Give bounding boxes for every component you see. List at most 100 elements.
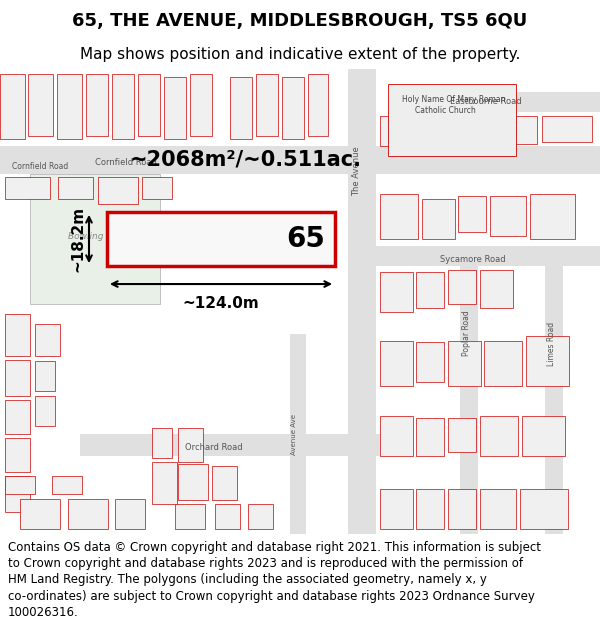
Bar — [526, 336, 569, 386]
Text: Cornfield Road: Cornfield Road — [95, 158, 157, 167]
Bar — [480, 489, 516, 529]
Bar — [152, 428, 172, 458]
Bar — [230, 77, 252, 139]
Bar — [256, 74, 278, 136]
Text: Map shows position and indicative extent of the property.: Map shows position and indicative extent… — [80, 46, 520, 61]
Bar — [190, 74, 212, 136]
Bar — [522, 416, 565, 456]
Bar — [5, 314, 30, 356]
Bar — [5, 177, 50, 199]
Text: Contains OS data © Crown copyright and database right 2021. This information is : Contains OS data © Crown copyright and d… — [8, 541, 541, 554]
Bar — [458, 118, 491, 140]
Text: 65, THE AVENUE, MIDDLESBROUGH, TS5 6QU: 65, THE AVENUE, MIDDLESBROUGH, TS5 6QU — [73, 12, 527, 30]
Bar — [448, 418, 476, 452]
Bar — [86, 74, 108, 136]
Bar — [115, 499, 145, 529]
Bar — [480, 416, 518, 456]
Bar — [542, 116, 592, 142]
Bar — [112, 74, 134, 139]
Text: The Avenue: The Avenue — [352, 146, 361, 196]
Bar — [152, 462, 177, 504]
Bar — [448, 341, 481, 386]
Bar — [460, 264, 478, 534]
Bar — [5, 476, 35, 494]
Bar — [545, 264, 563, 534]
Bar — [178, 464, 208, 501]
Bar — [380, 489, 413, 529]
Bar — [142, 177, 172, 199]
Text: ~2068m²/~0.511ac.: ~2068m²/~0.511ac. — [130, 150, 362, 170]
Bar — [380, 272, 413, 312]
Bar — [530, 194, 575, 239]
Text: to Crown copyright and database rights 2023 and is reproduced with the permissio: to Crown copyright and database rights 2… — [8, 557, 523, 570]
Bar — [422, 116, 455, 142]
Bar — [380, 194, 418, 239]
Bar — [380, 116, 418, 146]
Bar — [350, 246, 600, 266]
Bar — [290, 334, 306, 534]
Bar — [5, 400, 30, 434]
Bar — [448, 489, 476, 529]
Bar — [416, 272, 444, 308]
Bar — [175, 504, 205, 529]
Text: Holy Name Of Mary Roman: Holy Name Of Mary Roman — [402, 95, 505, 104]
Bar — [0, 74, 25, 139]
Bar — [380, 341, 413, 386]
Text: 100026316.: 100026316. — [8, 606, 79, 619]
Bar — [215, 504, 240, 529]
Bar — [138, 74, 160, 136]
Text: ~124.0m: ~124.0m — [182, 296, 259, 311]
Bar — [68, 499, 108, 529]
Bar — [458, 196, 486, 232]
Bar — [416, 418, 444, 456]
Bar — [212, 466, 237, 501]
Bar — [80, 434, 380, 456]
Bar — [28, 74, 53, 136]
Bar — [20, 499, 60, 529]
Bar — [422, 199, 455, 239]
Bar — [348, 69, 376, 534]
Bar — [420, 92, 600, 112]
Bar — [308, 74, 328, 136]
Bar — [416, 489, 444, 529]
Bar — [35, 396, 55, 426]
Bar — [416, 342, 444, 382]
Bar — [35, 361, 55, 391]
Bar — [282, 77, 304, 139]
Text: HM Land Registry. The polygons (including the associated geometry, namely x, y: HM Land Registry. The polygons (includin… — [8, 573, 487, 586]
Bar — [30, 174, 160, 304]
Bar — [58, 177, 93, 199]
Text: 65: 65 — [286, 225, 325, 253]
Text: Orchard Road: Orchard Road — [185, 443, 242, 452]
Bar — [164, 77, 186, 139]
Bar — [52, 476, 82, 494]
Bar — [0, 146, 600, 174]
Text: Sycamore Road: Sycamore Road — [440, 255, 506, 264]
Bar — [5, 360, 30, 396]
Bar — [35, 324, 60, 356]
Text: Avenue Ave: Avenue Ave — [291, 414, 297, 455]
Text: Cornfield Road: Cornfield Road — [12, 162, 68, 171]
Bar — [5, 438, 30, 472]
Bar — [494, 116, 537, 144]
Bar — [98, 177, 138, 204]
Bar — [388, 84, 516, 156]
Bar — [57, 74, 82, 139]
Bar — [448, 270, 476, 304]
Text: Eastbourne Road: Eastbourne Road — [450, 97, 521, 106]
Bar — [248, 504, 273, 529]
Text: Limes Road: Limes Road — [547, 322, 556, 366]
Bar — [520, 489, 568, 529]
Bar — [5, 476, 30, 512]
Bar — [490, 196, 526, 236]
Text: ~18.2m: ~18.2m — [70, 206, 85, 272]
Text: Poplar Road: Poplar Road — [462, 311, 471, 356]
Bar — [480, 270, 513, 308]
Bar — [484, 341, 522, 386]
Bar — [178, 428, 203, 462]
Bar — [107, 212, 335, 266]
Text: Bowling Green: Bowling Green — [68, 232, 134, 241]
Bar — [380, 416, 413, 456]
Text: Catholic Church: Catholic Church — [415, 106, 476, 115]
Text: co-ordinates) are subject to Crown copyright and database rights 2023 Ordnance S: co-ordinates) are subject to Crown copyr… — [8, 589, 535, 602]
